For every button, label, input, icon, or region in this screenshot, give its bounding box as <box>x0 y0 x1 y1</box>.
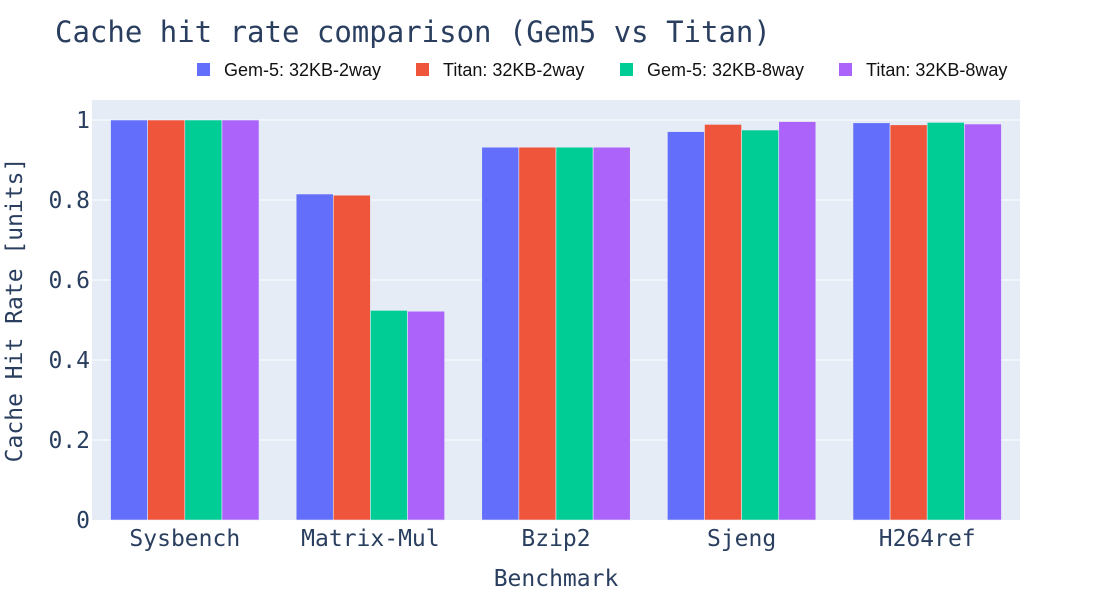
bar-h264ref-series-3 <box>926 122 965 521</box>
bar-sysbench-series-1 <box>110 119 148 521</box>
bar-sjeng-series-1 <box>667 131 705 521</box>
bar-matrix-mul-series-1 <box>295 193 334 521</box>
y-axis-ticks: 0 0.2 0.4 0.6 0.8 1 <box>48 108 90 534</box>
chart-title: Cache hit rate comparison (Gem5 vs Titan… <box>55 15 771 49</box>
bar-h264ref-series-4 <box>964 123 1002 521</box>
x-tick-label: Bzip2 <box>521 526 590 552</box>
legend-label: Titan: 32KB-2way <box>443 60 584 80</box>
legend-label: Gem-5: 32KB-2way <box>224 60 381 80</box>
x-tick-label: Sysbench <box>129 526 240 552</box>
y-tick-label: 1 <box>76 108 90 134</box>
bar-h264ref-series-2 <box>889 124 928 521</box>
y-axis-label: Cache Hit Rate [units] <box>2 158 28 463</box>
legend-item[interactable]: Titan: 32KB-8way <box>839 60 1007 80</box>
legend-swatch <box>197 63 210 76</box>
y-tick-label: 0.4 <box>48 348 90 374</box>
bar-bzip2-series-3 <box>555 146 594 521</box>
legend-item[interactable]: Gem-5: 32KB-2way <box>197 60 381 80</box>
bar-h264ref-series-1 <box>852 122 891 521</box>
bars <box>110 119 1002 521</box>
bar-bzip2-series-1 <box>481 146 520 521</box>
bar-sysbench-series-3 <box>184 119 223 521</box>
x-tick-label: Sjeng <box>707 526 776 552</box>
x-tick-label: Matrix-Mul <box>301 526 439 552</box>
bar-sjeng-series-2 <box>704 124 742 521</box>
y-tick-label: 0 <box>76 508 90 534</box>
bar-sjeng-series-3 <box>741 129 780 521</box>
legend-swatch <box>416 63 429 76</box>
x-axis-ticks: Sysbench Matrix-Mul Bzip2 Sjeng H264ref <box>129 526 975 552</box>
bar-sysbench-series-2 <box>147 119 186 521</box>
y-tick-label: 0.6 <box>48 268 90 294</box>
legend-swatch <box>839 63 852 76</box>
bar-sjeng-series-4 <box>778 121 817 521</box>
y-tick-label: 0.2 <box>48 428 90 454</box>
bar-bzip2-series-4 <box>592 146 631 521</box>
legend-item[interactable]: Gem-5: 32KB-8way <box>620 60 804 80</box>
legend-label: Titan: 32KB-8way <box>866 60 1007 80</box>
bar-bzip2-series-2 <box>518 146 557 521</box>
legend-item[interactable]: Titan: 32KB-2way <box>416 60 584 80</box>
bar-matrix-mul-series-3 <box>370 310 408 521</box>
x-axis-label: Benchmark <box>494 566 619 592</box>
bar-matrix-mul-series-2 <box>332 194 371 521</box>
bar-matrix-mul-series-4 <box>407 310 445 521</box>
bar-sysbench-series-4 <box>221 119 260 521</box>
y-tick-label: 0.8 <box>48 188 90 214</box>
x-tick-label: H264ref <box>879 526 976 552</box>
legend: Gem-5: 32KB-2way Titan: 32KB-2way Gem-5: 3… <box>197 60 1007 80</box>
legend-swatch <box>620 63 633 76</box>
legend-label: Gem-5: 32KB-8way <box>647 60 804 80</box>
